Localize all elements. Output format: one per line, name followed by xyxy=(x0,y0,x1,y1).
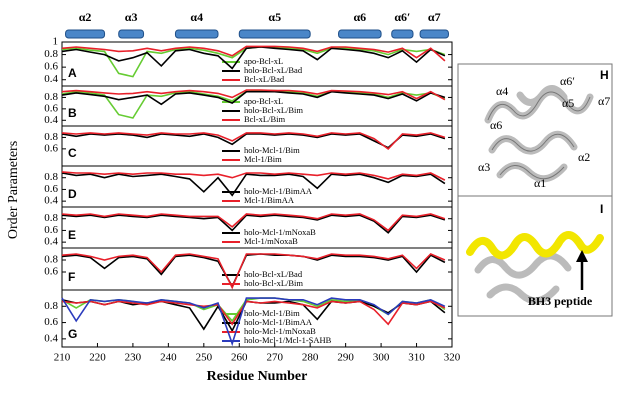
x-tick-label: 320 xyxy=(444,352,461,364)
y-tick-label: 0.8 xyxy=(44,300,58,312)
panel-label: G xyxy=(68,327,77,341)
y-tick-label: 0.6 xyxy=(44,102,58,114)
y-tick-label: 0.4 xyxy=(44,332,58,344)
y-tick-label: 0.6 xyxy=(44,266,58,278)
helix-label: α3 xyxy=(478,160,490,174)
y-tick-label: 0.8 xyxy=(44,254,58,266)
series-line xyxy=(62,172,445,180)
helix-label: α2 xyxy=(578,150,590,164)
helix-label: α4 xyxy=(190,10,203,24)
panel-label: E xyxy=(68,228,76,242)
y-tick-label: 0.6 xyxy=(44,316,58,328)
x-tick-label: 310 xyxy=(408,352,425,364)
helix xyxy=(420,30,448,38)
helix xyxy=(339,30,382,38)
helix-label: α6′ xyxy=(394,10,410,24)
helix-label: α7 xyxy=(598,94,610,108)
helix-label: α7 xyxy=(428,10,441,24)
x-tick-label: 280 xyxy=(302,352,319,364)
helix xyxy=(119,30,144,38)
panel-label: I xyxy=(600,202,603,216)
y-tick-label: 0.6 xyxy=(44,61,58,73)
helix-label: α6 xyxy=(353,10,366,24)
x-tick-label: 270 xyxy=(266,352,283,364)
y-tick-label: 0.8 xyxy=(44,131,58,143)
x-tick-label: 300 xyxy=(373,352,390,364)
helix-label: α6 xyxy=(490,118,502,132)
x-tick-label: 220 xyxy=(89,352,106,364)
y-tick-label: 1 xyxy=(53,36,59,48)
panel-label: D xyxy=(68,187,77,201)
panel-label: A xyxy=(68,66,77,80)
helix xyxy=(239,30,310,38)
panel-label: B xyxy=(68,106,77,120)
legend-label: holo-Bcl-xL/Bim xyxy=(244,278,303,288)
y-tick-label: 0.8 xyxy=(44,212,58,224)
legend-label: Mcl-1/Bim xyxy=(244,154,282,164)
y-tick-label: 0.4 xyxy=(44,195,58,207)
annotation: BH3 peptide xyxy=(528,294,593,308)
y-tick-label: 0.6 xyxy=(44,183,58,195)
helix xyxy=(175,30,218,38)
x-tick-label: 290 xyxy=(337,352,354,364)
x-tick-label: 260 xyxy=(231,352,248,364)
y-tick-label: 0.8 xyxy=(44,48,58,60)
helix xyxy=(66,30,105,38)
y-tick-label: 0.8 xyxy=(44,91,58,103)
panel-label: F xyxy=(68,270,75,284)
y-tick-label: 0.6 xyxy=(44,142,58,154)
x-tick-label: 230 xyxy=(125,352,142,364)
x-tick-label: 250 xyxy=(196,352,213,364)
y-tick-label: 0.4 xyxy=(44,73,58,85)
legend-label: Bcl-xL/Bim xyxy=(244,114,285,124)
helix-label: α1 xyxy=(534,176,546,190)
helix-label: α4 xyxy=(496,84,508,98)
legend-label: Bcl-xL/Bad xyxy=(244,74,285,84)
legend-label: Mcl-1/mNoxaB xyxy=(244,236,298,246)
helix-label: α6′ xyxy=(560,74,575,88)
panel-label: C xyxy=(68,146,77,160)
y-tick-label: 0.8 xyxy=(44,171,58,183)
figure: 10.80.60.4apo-Bcl-xLholo-Bcl-xL/BadBcl-x… xyxy=(0,0,618,396)
helix xyxy=(392,30,413,38)
legend-label: Mcl-1/BimAA xyxy=(244,195,295,205)
y-tick-label: 0.6 xyxy=(44,224,58,236)
y-tick-label: 0.4 xyxy=(44,114,58,126)
y-axis-label: Order Parameters xyxy=(6,141,21,239)
legend-label: holo-Mcl-1/Mcl-1-SAHB xyxy=(244,335,332,345)
helix-label: α5 xyxy=(268,10,281,24)
y-tick-label: 0.4 xyxy=(44,236,58,248)
helix-label: α2 xyxy=(79,10,92,24)
panel-label: H xyxy=(600,68,609,82)
x-tick-label: 210 xyxy=(54,352,71,364)
helix-label: α3 xyxy=(125,10,138,24)
x-tick-label: 240 xyxy=(160,352,177,364)
x-axis-label: Residue Number xyxy=(207,369,308,384)
helix-label: α5 xyxy=(562,96,574,110)
